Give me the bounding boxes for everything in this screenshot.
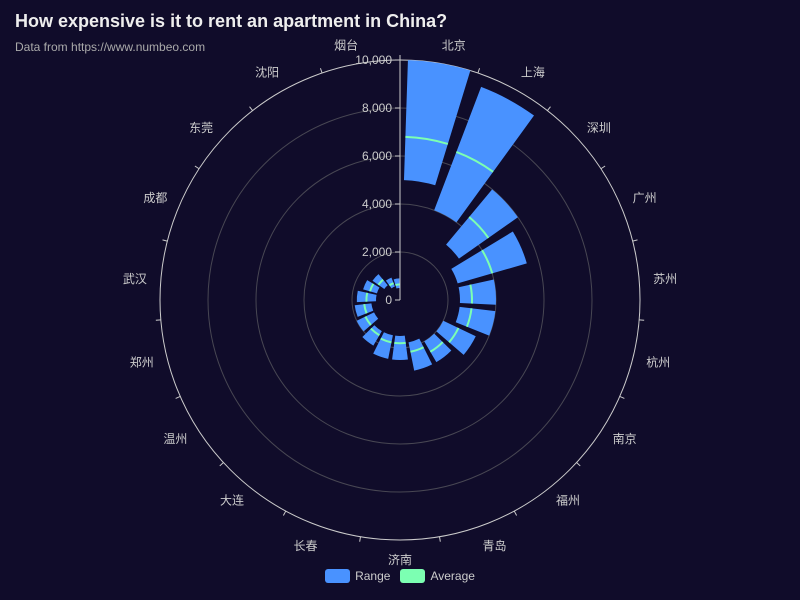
legend-swatch-average xyxy=(400,569,426,583)
radius-axis: 0 2,000 4,000 6,000 8,000 10,000 xyxy=(355,53,401,307)
chart-title: How expensive is it to rent an apartment… xyxy=(15,11,448,31)
category-label: 郑州 xyxy=(130,354,154,369)
angle-tick xyxy=(319,68,323,74)
radius-tick-label: 6,000 xyxy=(362,149,392,163)
angle-tick xyxy=(282,510,287,516)
angle-tick xyxy=(600,165,606,170)
angle-tick xyxy=(513,510,518,516)
angle-tick xyxy=(632,239,638,242)
legend-label-average: Average xyxy=(430,569,475,583)
range-bar[interactable] xyxy=(403,60,471,186)
average-arc[interactable] xyxy=(380,337,392,344)
category-label: 上海 xyxy=(521,65,545,80)
category-label: 广州 xyxy=(633,191,657,205)
range-bar[interactable] xyxy=(446,189,518,259)
legend-item-range[interactable]: Range xyxy=(325,569,390,583)
chart-subtitle: Data from https://www.numbeo.com xyxy=(15,40,206,54)
average-arc[interactable] xyxy=(469,284,473,304)
category-label: 南京 xyxy=(613,431,637,446)
average-arc[interactable] xyxy=(365,292,369,302)
range-bar[interactable] xyxy=(362,325,382,346)
average-arc[interactable] xyxy=(448,327,460,343)
range-bar[interactable] xyxy=(451,231,527,284)
average-arc[interactable] xyxy=(468,216,490,239)
legend: Range Average xyxy=(0,569,800,583)
average-arc[interactable] xyxy=(395,283,400,287)
average-arc[interactable] xyxy=(370,327,380,337)
angle-tick xyxy=(477,68,481,74)
category-label: 成都 xyxy=(143,191,167,205)
angle-tick xyxy=(249,106,253,111)
category-label: 青岛 xyxy=(482,538,506,553)
category-label: 北京 xyxy=(442,38,466,52)
radius-tick-label: 2,000 xyxy=(362,245,392,259)
range-bar[interactable] xyxy=(434,86,535,223)
category-label: 长春 xyxy=(294,539,318,553)
range-bar[interactable] xyxy=(354,303,374,317)
range-bar[interactable] xyxy=(385,277,395,289)
average-arc[interactable] xyxy=(363,304,368,314)
angle-tick xyxy=(619,395,625,399)
average-arcs xyxy=(363,135,494,353)
radius-tick-label: 8,000 xyxy=(362,101,392,115)
range-bar[interactable] xyxy=(373,332,393,359)
category-label: 深圳 xyxy=(587,121,611,135)
category-label: 济南 xyxy=(388,552,412,567)
average-arc[interactable] xyxy=(456,151,494,173)
category-label: 烟台 xyxy=(334,37,358,52)
category-label: 武汉 xyxy=(123,272,147,286)
average-arc[interactable] xyxy=(465,308,473,328)
radius-tick-label: 4,000 xyxy=(362,197,392,211)
angle-tick xyxy=(359,536,361,542)
legend-label-range: Range xyxy=(355,569,391,583)
average-arc[interactable] xyxy=(377,278,384,286)
legend-swatch-range xyxy=(325,569,351,583)
range-bar[interactable] xyxy=(392,335,408,360)
range-bar[interactable] xyxy=(458,279,497,305)
angle-tick xyxy=(162,239,168,242)
average-arc[interactable] xyxy=(481,249,494,274)
average-arc[interactable] xyxy=(388,282,394,287)
category-label: 苏州 xyxy=(653,272,677,286)
angle-tick xyxy=(194,165,200,170)
category-label: 杭州 xyxy=(646,354,670,369)
average-arc[interactable] xyxy=(364,316,372,326)
angle-tick xyxy=(576,462,581,467)
angle-tick xyxy=(219,462,224,467)
average-arc[interactable] xyxy=(429,341,444,353)
angle-tick xyxy=(175,395,181,399)
average-arc[interactable] xyxy=(410,346,425,353)
radius-tick-label: 10,000 xyxy=(355,53,392,67)
category-label: 东莞 xyxy=(189,121,213,135)
angle-tick xyxy=(547,106,551,111)
range-bars xyxy=(354,60,535,371)
category-label: 温州 xyxy=(163,432,187,446)
range-bar[interactable] xyxy=(408,338,433,371)
angle-tick xyxy=(439,536,441,542)
range-bar[interactable] xyxy=(436,320,476,355)
category-label: 福州 xyxy=(556,492,580,507)
average-arc[interactable] xyxy=(369,283,375,292)
category-label: 大连 xyxy=(220,492,244,507)
average-arc[interactable] xyxy=(405,135,449,145)
radius-tick-label: 0 xyxy=(385,293,392,307)
category-label: 沈阳 xyxy=(255,65,279,80)
range-bar[interactable] xyxy=(393,278,400,289)
range-bar[interactable] xyxy=(424,333,452,363)
legend-item-average[interactable]: Average xyxy=(400,569,475,583)
range-bar[interactable] xyxy=(455,306,496,336)
